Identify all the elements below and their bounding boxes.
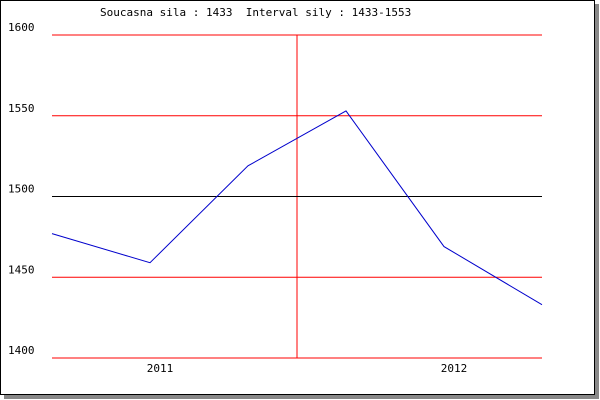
y-tick-label: 1400 [8, 344, 35, 357]
y-tick-label: 1450 [8, 263, 35, 276]
y-tick-label: 1550 [8, 102, 35, 115]
x-tick-label: 2011 [147, 362, 174, 375]
data-line [51, 110, 543, 306]
chart-title: Soucasna sila : 1433 Interval sily : 143… [100, 6, 411, 19]
x-tick-label: 2012 [441, 362, 468, 375]
y-tick-label: 1500 [8, 183, 35, 196]
y-tick-label: 1600 [8, 21, 35, 34]
